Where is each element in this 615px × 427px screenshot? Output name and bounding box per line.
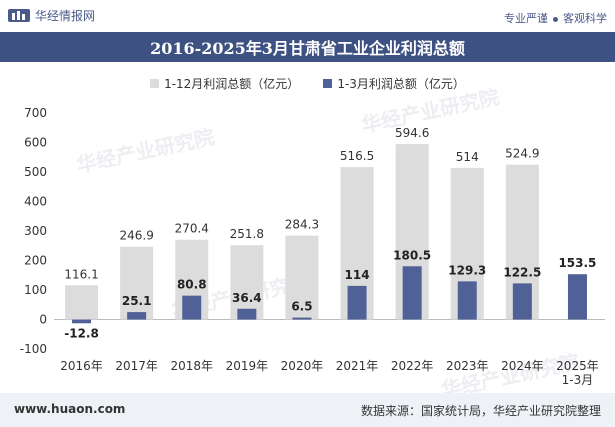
x-tick-label-8: 2024年 [501, 359, 544, 373]
x-tick-label-0: 2016年 [60, 359, 103, 373]
data-label-q1-0: -12.8 [64, 326, 99, 340]
data-label-q1-1: 25.1 [122, 294, 152, 308]
data-label-q1-5: 114 [345, 268, 370, 282]
data-label-annual-6: 594.6 [395, 126, 429, 140]
data-label-annual-2: 270.4 [175, 222, 209, 236]
data-label-annual-8: 524.9 [505, 147, 539, 161]
bar-annual-4 [285, 235, 319, 320]
y-tick-label-4: 300 [24, 224, 47, 238]
footer: www.huaon.com 数据来源：国家统计局，华经产业研究院整理 [0, 393, 615, 427]
bar-annual-1 [120, 246, 154, 320]
data-label-q1-9: 153.5 [558, 256, 596, 270]
legend-label-annual: 1-12月利润总额（亿元） [164, 77, 300, 91]
bar-q1-7 [457, 281, 477, 320]
x-tick-label-2: 2018年 [170, 359, 213, 373]
data-label-q1-7: 129.3 [448, 263, 486, 277]
bar-q1-8 [512, 283, 532, 320]
y-tick-label-5: 400 [24, 195, 47, 209]
y-tick-label-1: 0 [39, 313, 47, 327]
bar-q1-1 [127, 312, 147, 320]
tagline-right: 客观科学 [563, 12, 607, 25]
x-tick-label-7: 2023年 [446, 359, 489, 373]
tagline: 专业严谨 客观科学 [504, 10, 607, 26]
y-tick-label-6: 500 [24, 165, 47, 179]
data-label-q1-2: 80.8 [177, 278, 207, 292]
legend-item-q1[interactable]: 1-3月利润总额（亿元） [323, 75, 465, 92]
bar-q1-0 [72, 319, 92, 324]
data-label-q1-6: 180.5 [393, 248, 431, 262]
x-tick-label-6: 2022年 [391, 359, 434, 373]
chart-legend: 1-12月利润总额（亿元） 1-3月利润总额（亿元） [0, 75, 615, 92]
legend-swatch-q1 [323, 79, 333, 88]
bar-annual-0 [65, 285, 99, 320]
y-tick-label-3: 200 [24, 254, 47, 268]
title-bar: 2016-2025年3月甘肃省工业企业利润总额 [0, 32, 615, 62]
bar-q1-5 [347, 285, 367, 320]
footer-source: 数据来源：国家统计局，华经产业研究院整理 [360, 404, 601, 418]
bar-chart: -100 0 100 200 300 400 500 600 700 116.1 -12.8 2016… [20, 106, 605, 387]
data-label-q1-4: 6.5 [291, 300, 312, 314]
bar-annual-3 [230, 245, 264, 320]
y-tick-label-2: 100 [24, 283, 47, 297]
brand-name: 华经情报网 [35, 9, 96, 23]
data-label-annual-1: 246.9 [119, 229, 153, 243]
data-label-annual-4: 284.3 [285, 218, 319, 232]
y-tick-label-8: 700 [24, 106, 47, 120]
bar-q1-9 [567, 274, 587, 320]
bar-q1-3 [237, 308, 257, 320]
bar-q1-6 [402, 266, 422, 320]
bar-q1-2 [182, 295, 202, 320]
data-label-annual-0: 116.1 [64, 267, 98, 281]
legend-label-q1: 1-3月利润总额（亿元） [337, 77, 465, 91]
y-tick-label-7: 600 [24, 136, 47, 150]
data-label-q1-3: 36.4 [232, 291, 262, 305]
legend-item-annual[interactable]: 1-12月利润总额（亿元） [150, 75, 299, 92]
data-label-q1-8: 122.5 [503, 265, 541, 279]
tagline-left: 专业严谨 [504, 12, 548, 25]
x-tick-label-9: 2025年 1-3月 [556, 359, 599, 387]
data-label-annual-5: 516.5 [340, 149, 374, 163]
tagline-dot-icon [553, 16, 558, 22]
x-tick-label-1: 2017年 [115, 359, 158, 373]
y-tick-label-0: -100 [20, 342, 47, 356]
legend-swatch-annual [150, 79, 160, 88]
footer-url[interactable]: www.huaon.com [14, 402, 126, 416]
x-tick-label-3: 2019年 [226, 359, 269, 373]
brand-logo[interactable]: 华经情报网 [8, 7, 95, 24]
bar-q1-4 [292, 317, 312, 320]
x-tick-label-5: 2021年 [336, 359, 379, 373]
top-bar: 华经情报网 专业严谨 客观科学 [0, 0, 615, 32]
chart-title: 2016-2025年3月甘肃省工业企业利润总额 [150, 39, 465, 58]
brand-logo-icon [8, 9, 30, 22]
data-label-annual-7: 514 [456, 150, 479, 164]
x-tick-label-4: 2020年 [281, 359, 324, 373]
data-label-annual-3: 251.8 [230, 227, 264, 241]
